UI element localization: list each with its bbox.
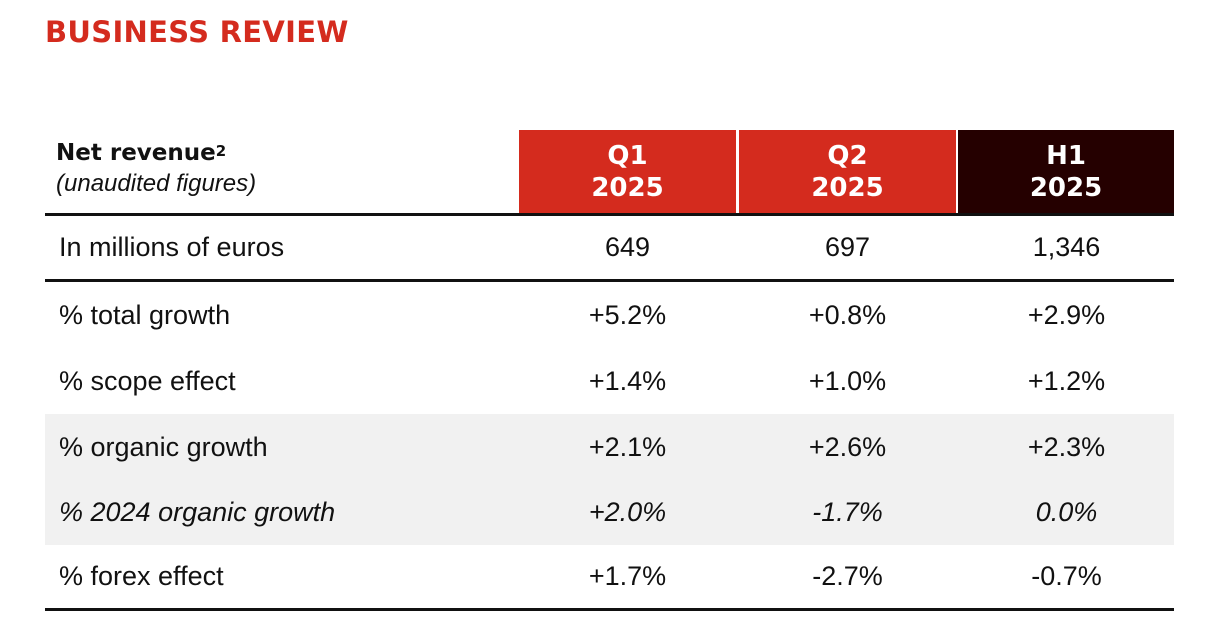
cell-q2: -2.7% [812, 561, 883, 591]
column-year: 2025 [591, 172, 664, 203]
table-row-forex-effect: % forex effect +1.7% -2.7% -0.7% [45, 545, 1174, 608]
cell-q2: +0.8% [808, 299, 887, 330]
header-title: Net revenue2 [56, 138, 256, 168]
net-revenue-table: Net revenue2 (unaudited figures) Q1 2025… [45, 130, 1174, 611]
header-subtitle: (unaudited figures) [56, 170, 257, 197]
footnote-marker: 2 [215, 142, 227, 160]
cell-h1: 1,346 [1032, 232, 1101, 262]
row-label: % scope effect [59, 365, 236, 396]
divider-bottom [45, 608, 1174, 611]
table-row-2024-organic-growth: % 2024 organic growth +2.0% -1.7% 0.0% [45, 480, 1174, 545]
column-header-q2-2025: Q2 2025 [739, 130, 956, 213]
row-label: % organic growth [59, 431, 268, 462]
table-row-millions: In millions of euros 649 697 1,346 [45, 216, 1174, 279]
cell-h1: -0.7% [1031, 561, 1102, 591]
row-label: % total growth [59, 299, 231, 330]
row-label: % forex effect [59, 561, 224, 591]
cell-q1: +2.0% [588, 497, 667, 527]
divider [45, 213, 1174, 216]
cell-q1: 649 [604, 232, 651, 262]
cell-h1: +1.2% [1027, 365, 1106, 396]
cell-q2: -1.7% [812, 497, 883, 527]
cell-h1: +2.3% [1027, 431, 1106, 462]
header-label: Net revenue2 (unaudited figures) [56, 138, 256, 200]
column-header-q1-2025: Q1 2025 [519, 130, 736, 213]
cell-h1: 0.0% [1035, 497, 1098, 527]
table-row-total-growth: % total growth +5.2% +0.8% +2.9% [45, 282, 1174, 348]
column-header-h1-2025: H1 2025 [958, 130, 1174, 213]
cell-q1: +1.7% [588, 561, 667, 591]
header-title-text: Net revenue [56, 140, 216, 166]
column-year: 2025 [1029, 172, 1103, 203]
cell-q1: +5.2% [588, 299, 667, 330]
table-row-scope-effect: % scope effect +1.4% +1.0% +1.2% [45, 348, 1174, 414]
page-title: BUSINESS REVIEW [45, 15, 349, 49]
divider [45, 279, 1174, 282]
cell-q2: +2.6% [808, 431, 887, 462]
row-label: % 2024 organic growth [59, 497, 336, 527]
cell-h1: +2.9% [1027, 299, 1106, 330]
table-row-organic-growth: % organic growth +2.1% +2.6% +2.3% [45, 414, 1174, 480]
cell-q1: +1.4% [588, 365, 667, 396]
cell-q1: +2.1% [588, 431, 667, 462]
cell-q2: +1.0% [808, 365, 887, 396]
column-period: Q1 [607, 140, 648, 171]
column-period: H1 [1046, 140, 1086, 171]
cell-q2: 697 [824, 232, 871, 262]
column-year: 2025 [811, 172, 884, 203]
table-header: Net revenue2 (unaudited figures) Q1 2025… [45, 130, 1174, 213]
column-period: Q2 [827, 140, 868, 171]
row-label: In millions of euros [59, 232, 285, 262]
